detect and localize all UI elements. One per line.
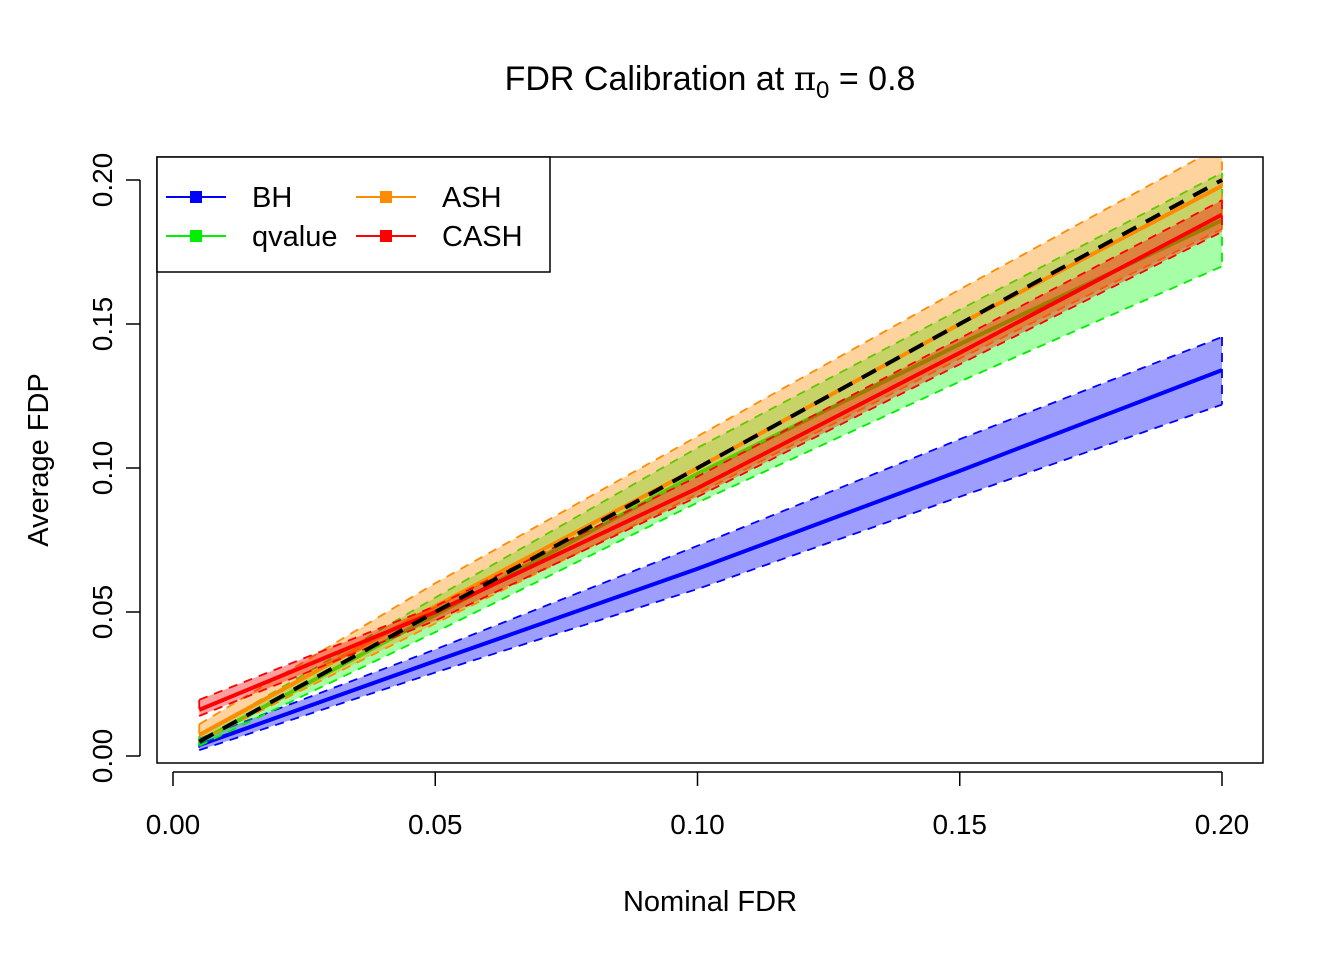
- band-CASH: [199, 200, 1222, 716]
- x-tick-label: 0.05: [408, 809, 463, 840]
- x-tick-label: 0.15: [933, 809, 988, 840]
- y-tick-label: 0.20: [87, 153, 118, 208]
- identity-reference-line: [198, 178, 1223, 744]
- legend-box: [156, 156, 551, 273]
- legend-marker-qvalue: [190, 230, 202, 242]
- x-axis-label: Nominal FDR: [623, 886, 797, 918]
- legend-marker-CASH: [380, 230, 392, 242]
- title-main: FDR Calibration at: [505, 60, 794, 98]
- upper-bound-ASH: [198, 157, 1203, 726]
- legend-marker-BH: [190, 191, 202, 203]
- y-tick-label: 0.05: [87, 585, 118, 640]
- chart-title: FDR Calibration at π0 = 0.8: [505, 59, 916, 104]
- title-sub: 0: [816, 77, 829, 104]
- legend-label-CASH: CASH: [442, 221, 523, 253]
- x-tick-label: 0.10: [670, 809, 725, 840]
- lower-bound-BH: [198, 403, 1223, 752]
- legend-marker-ASH: [380, 191, 392, 203]
- band-BH: [199, 337, 1222, 751]
- mean-line-qvalue: [198, 218, 1223, 744]
- upper-bound-CASH: [198, 199, 1223, 701]
- lower-bound-CASH: [198, 230, 1223, 717]
- upper-bound-BH: [198, 336, 1223, 740]
- x-tick-label: 0.00: [146, 809, 201, 840]
- legend-label-ASH: ASH: [442, 182, 502, 214]
- lower-bound-qvalue: [198, 265, 1223, 747]
- plot-frame: [156, 156, 1264, 764]
- legend-label-BH: BH: [252, 182, 292, 214]
- y-tick-label: 0.10: [87, 441, 118, 496]
- y-axis-label: Average FDP: [23, 373, 55, 547]
- title-pi: π: [794, 59, 816, 99]
- y-tick-label: 0.15: [87, 297, 118, 352]
- mean-line-BH: [198, 368, 1223, 747]
- legend: BH qvalue ASH CASH: [156, 156, 551, 273]
- title-tail: = 0.8: [829, 60, 915, 98]
- legend-label-qvalue: qvalue: [252, 221, 337, 253]
- x-tick-label: 0.20: [1195, 809, 1250, 840]
- mean-line-CASH: [198, 212, 1223, 712]
- y-tick-label: 0.00: [87, 729, 118, 784]
- lower-bound-ASH: [198, 228, 1223, 743]
